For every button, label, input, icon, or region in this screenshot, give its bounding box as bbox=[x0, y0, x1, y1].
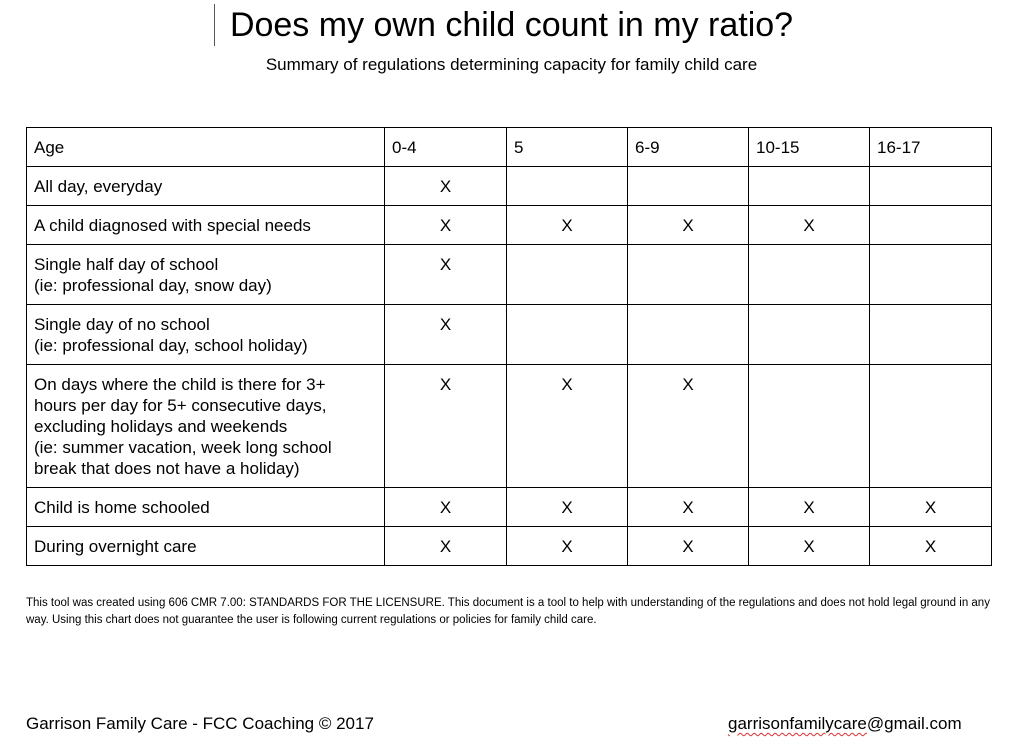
mark-cell bbox=[748, 364, 870, 488]
mark-cell: X bbox=[384, 166, 507, 206]
row-label-line: Child is home schooled bbox=[34, 498, 210, 517]
header-cell-age-range: 5 bbox=[506, 127, 628, 167]
row-label-line: (ie: summer vacation, week long school bbox=[34, 438, 332, 457]
mark-cell: X bbox=[627, 364, 749, 488]
mark-cell: X bbox=[384, 526, 507, 566]
row-label-line: On days where the child is there for 3+ bbox=[34, 375, 326, 394]
mark-cell: X bbox=[748, 526, 870, 566]
footer-email-user: garrisonfamilycare bbox=[728, 714, 867, 733]
row-label-line: Single half day of school bbox=[34, 255, 219, 274]
mark-cell: X bbox=[869, 487, 992, 527]
header-cell-age-range: 10-15 bbox=[748, 127, 870, 167]
mark-cell: X bbox=[384, 304, 507, 365]
mark-cell: X bbox=[748, 205, 870, 245]
document-subtitle: Summary of regulations determining capac… bbox=[265, 55, 758, 74]
mark-cell bbox=[506, 244, 628, 305]
mark-cell: X bbox=[869, 526, 992, 566]
mark-cell: X bbox=[627, 526, 749, 566]
mark-cell: X bbox=[384, 364, 507, 488]
mark-cell: X bbox=[627, 205, 749, 245]
row-label-line: All day, everyday bbox=[34, 177, 163, 196]
row-label-cell: Single half day of school (ie: profession… bbox=[26, 244, 385, 305]
mark-cell bbox=[869, 205, 992, 245]
mark-cell bbox=[869, 166, 992, 206]
mark-cell: X bbox=[748, 487, 870, 527]
mark-cell bbox=[506, 304, 628, 365]
row-label-cell: Child is home schooled bbox=[26, 487, 385, 527]
row-label-cell: On days where the child is there for 3+ h… bbox=[26, 364, 385, 488]
table-row: Single day of no school (ie: professional… bbox=[26, 304, 992, 365]
row-label-line: hours per day for 5+ consecutive days, bbox=[34, 396, 327, 415]
footer-copyright: Garrison Family Care - FCC Coaching © 20… bbox=[26, 714, 374, 733]
mark-cell bbox=[869, 304, 992, 365]
header-cell-age: Age bbox=[26, 127, 385, 167]
row-label-line: excluding holidays and weekends bbox=[34, 417, 288, 436]
mark-cell bbox=[506, 166, 628, 206]
row-label-line: (ie: professional day, school holiday) bbox=[34, 336, 308, 355]
mark-cell bbox=[748, 244, 870, 305]
row-label-line: (ie: professional day, snow day) bbox=[34, 276, 272, 295]
row-label-cell: A child diagnosed with special needs bbox=[26, 205, 385, 245]
row-label-cell: Single day of no school (ie: professional… bbox=[26, 304, 385, 365]
mark-cell bbox=[869, 244, 992, 305]
mark-cell bbox=[627, 304, 749, 365]
mark-cell: X bbox=[627, 487, 749, 527]
mark-cell bbox=[627, 166, 749, 206]
table-row: A child diagnosed with special needs X X X X bbox=[26, 205, 992, 245]
mark-cell bbox=[627, 244, 749, 305]
mark-cell: X bbox=[384, 487, 507, 527]
row-label-line: Single day of no school bbox=[34, 315, 210, 334]
mark-cell: X bbox=[506, 526, 628, 566]
document-title: Does my own child count in my ratio? bbox=[229, 6, 794, 44]
header-cell-age-range: 16-17 bbox=[869, 127, 992, 167]
table-row: On days where the child is there for 3+ h… bbox=[26, 364, 992, 488]
table-row: During overnight care X X X X X bbox=[26, 526, 992, 566]
mark-cell: X bbox=[506, 364, 628, 488]
ratio-table-body: Age 0-4 5 6-9 10-15 16-17 All day, everyday X A … bbox=[26, 127, 992, 566]
table-header-row: Age 0-4 5 6-9 10-15 16-17 bbox=[26, 127, 992, 167]
header-cell-age-range: 0-4 bbox=[384, 127, 507, 167]
row-label-line: A child diagnosed with special needs bbox=[34, 216, 311, 235]
mark-cell: X bbox=[384, 205, 507, 245]
header-cell-age-range: 6-9 bbox=[627, 127, 749, 167]
row-label-cell: All day, everyday bbox=[26, 166, 385, 206]
table-row: Child is home schooled X X X X X bbox=[26, 487, 992, 527]
table-row: All day, everyday X bbox=[26, 166, 992, 206]
row-label-cell: During overnight care bbox=[26, 526, 385, 566]
ratio-table: Age 0-4 5 6-9 10-15 16-17 All day, everyday X A … bbox=[26, 127, 992, 566]
row-label-line: During overnight care bbox=[34, 537, 197, 556]
mark-cell bbox=[869, 364, 992, 488]
text-cursor bbox=[214, 4, 215, 46]
mark-cell bbox=[748, 166, 870, 206]
mark-cell: X bbox=[384, 244, 507, 305]
table-row: Single half day of school (ie: profession… bbox=[26, 244, 992, 305]
disclaimer-text: This tool was created using 606 CMR 7.00… bbox=[26, 597, 990, 626]
mark-cell bbox=[748, 304, 870, 365]
footer-email[interactable]: garrisonfamilycare@gmail.com bbox=[728, 713, 962, 735]
mark-cell: X bbox=[506, 205, 628, 245]
footer-email-domain: @gmail.com bbox=[866, 714, 962, 733]
mark-cell: X bbox=[506, 487, 628, 527]
row-label-line: break that does not have a holiday) bbox=[34, 459, 300, 478]
